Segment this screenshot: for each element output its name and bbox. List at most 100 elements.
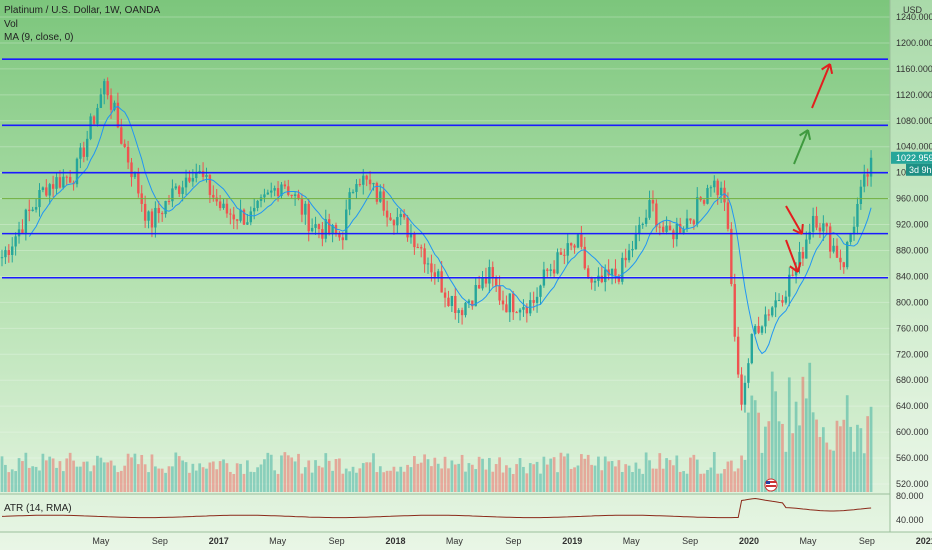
volume-bar	[736, 468, 740, 492]
candle	[150, 208, 154, 238]
candle	[488, 259, 491, 293]
volume-bar	[215, 469, 219, 492]
volume-bar	[818, 437, 822, 492]
candle	[365, 174, 368, 187]
candle	[379, 184, 382, 203]
atr-tick-label: 80.000	[896, 491, 924, 501]
volume-bar	[487, 457, 491, 492]
volume-bar	[699, 473, 703, 492]
vol-legend: Vol	[4, 19, 18, 30]
candle	[450, 295, 454, 313]
time-tick-label: May	[92, 536, 110, 546]
volume-bar	[764, 426, 767, 492]
candle	[106, 77, 109, 100]
volume-bar	[0, 456, 4, 492]
candle	[828, 222, 832, 259]
candle	[157, 200, 160, 223]
candle	[392, 219, 396, 235]
volume-bar	[777, 421, 781, 492]
time-axis[interactable]: May Sep 2017 May Sep 2018 May Sep 2019 May Sep 2020…	[92, 536, 932, 546]
annotation-arrow[interactable]	[811, 63, 834, 109]
time-tick-label: 2018	[386, 536, 406, 546]
candle	[232, 206, 235, 230]
volume-bar	[331, 470, 334, 492]
candle	[696, 187, 699, 228]
volume-bar	[556, 472, 559, 492]
volume-bar	[549, 458, 553, 492]
candle	[576, 233, 580, 249]
candle	[719, 181, 723, 204]
volume-bar	[869, 406, 873, 492]
volume-bar	[252, 472, 256, 492]
candle	[549, 263, 552, 277]
price-tick-label: 960.000	[896, 194, 929, 204]
volume-bar	[832, 450, 835, 492]
volume-bar	[784, 451, 788, 492]
candle	[11, 237, 14, 263]
volume-bar	[208, 462, 212, 492]
annotation-arrow[interactable]	[793, 129, 812, 165]
volume-bar	[351, 466, 355, 492]
volume-bar	[399, 466, 403, 492]
volume-bar	[719, 473, 723, 492]
volume-bar	[136, 464, 140, 492]
volume-bar	[164, 472, 167, 492]
volume-bar	[307, 460, 311, 492]
volume-bar	[44, 460, 48, 492]
volume-bar	[109, 460, 113, 492]
volume-bar	[317, 465, 321, 492]
flag-icon	[764, 478, 778, 492]
volume-bar	[845, 395, 849, 492]
volume-bar	[143, 464, 147, 492]
volume-bar	[866, 416, 870, 492]
volume-bar	[72, 460, 75, 492]
volume-bar	[491, 471, 495, 492]
volume-bar	[453, 464, 457, 492]
time-tick-label: Sep	[329, 536, 345, 546]
time-tick-label: Sep	[505, 536, 521, 546]
candle	[184, 169, 188, 196]
candle	[447, 290, 450, 307]
volume-bar	[447, 468, 450, 492]
candle	[65, 175, 68, 186]
volume-bar	[794, 401, 798, 492]
candle	[590, 276, 593, 290]
price-tick-label: 560.000	[896, 453, 929, 463]
candle	[869, 150, 873, 187]
volume-bar	[416, 463, 420, 492]
annotation-arrow[interactable]	[785, 239, 802, 273]
volume-bar	[484, 469, 488, 492]
candle	[420, 244, 423, 258]
volume-bar	[249, 471, 253, 492]
volume-bar	[539, 473, 542, 492]
volume-bar	[85, 461, 89, 492]
volume-bar	[593, 465, 597, 492]
candle	[634, 225, 638, 251]
volume-bar	[34, 466, 38, 492]
candle	[116, 92, 120, 129]
candle	[822, 215, 825, 241]
candle	[416, 243, 419, 249]
candle	[154, 201, 157, 238]
candle	[280, 182, 283, 199]
volume-bar	[300, 473, 304, 492]
volume-bar	[828, 449, 832, 492]
candle	[351, 189, 355, 194]
time-tick-label: Sep	[682, 536, 698, 546]
candle	[310, 218, 314, 233]
candle	[167, 195, 171, 205]
candle	[126, 140, 130, 170]
time-tick-label: Sep	[152, 536, 168, 546]
candle	[563, 248, 566, 265]
candle	[389, 213, 392, 221]
volume-bar	[126, 453, 130, 492]
volume-bar	[38, 470, 41, 492]
volume-bar	[614, 466, 617, 492]
annotation-arrow[interactable]	[785, 205, 804, 235]
candle	[556, 248, 559, 275]
volume-bar	[99, 457, 103, 492]
volume-bar	[79, 466, 82, 492]
candle	[791, 269, 794, 277]
volume-bar	[14, 471, 17, 492]
